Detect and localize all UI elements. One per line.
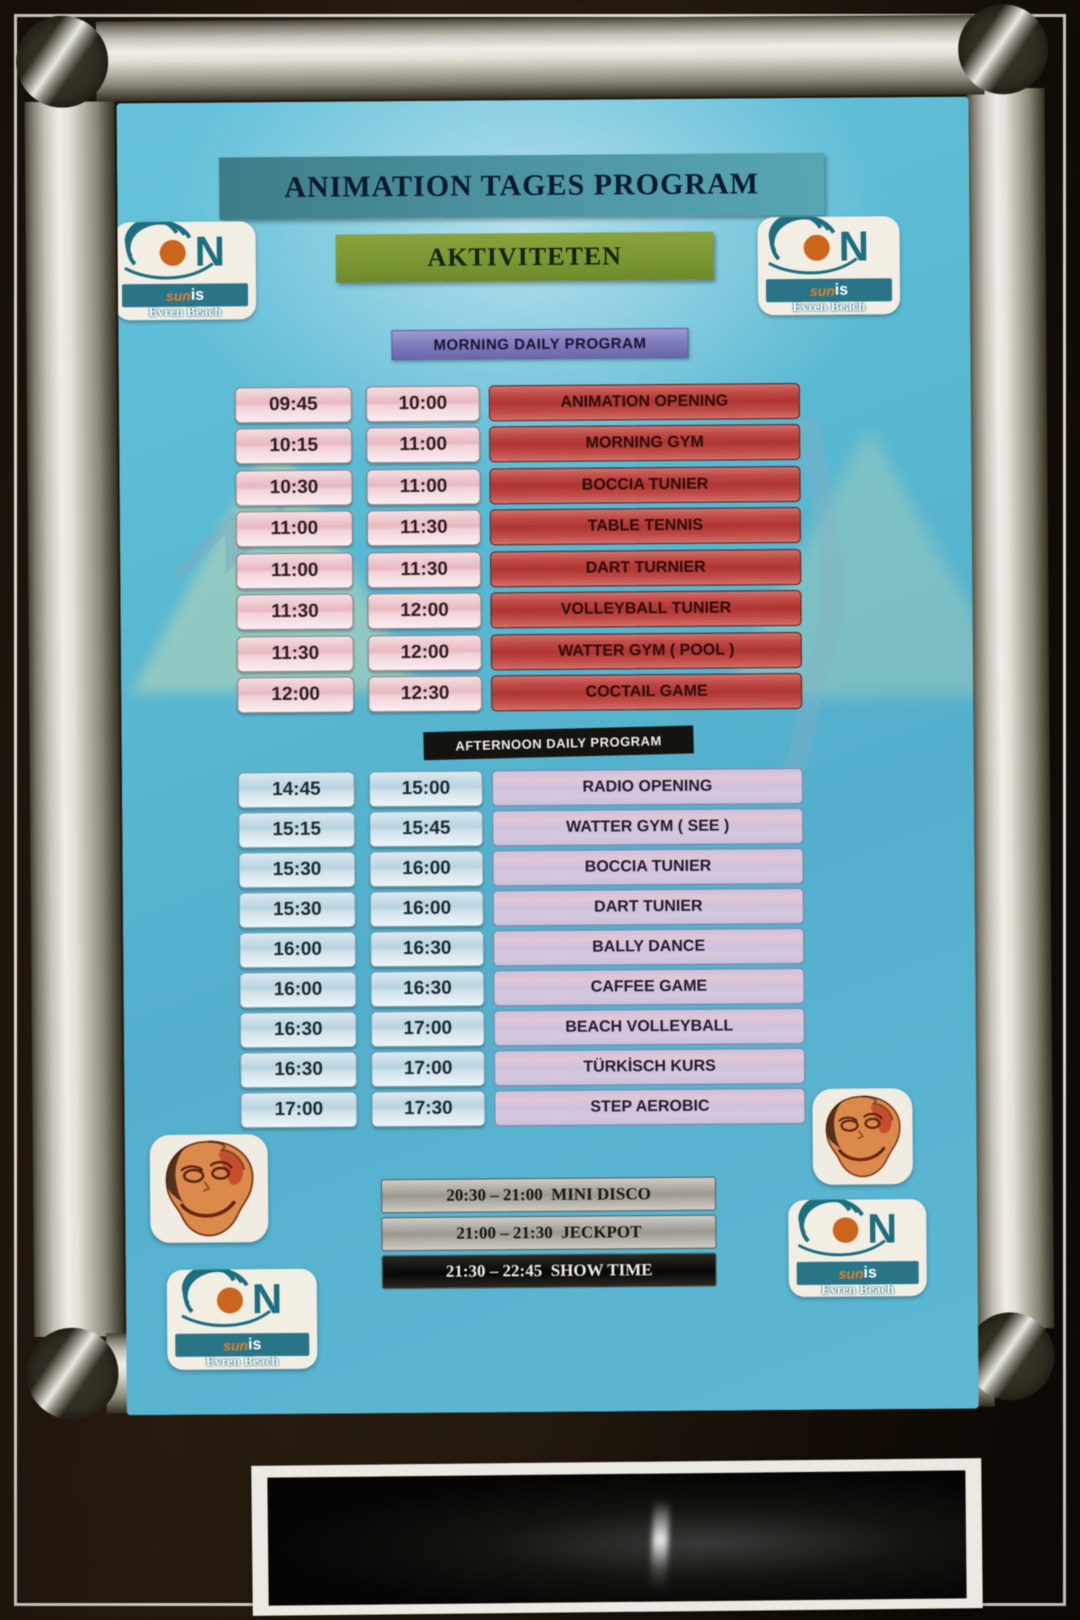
- svg-text:N: N: [252, 1275, 283, 1322]
- svg-text:N: N: [867, 1205, 897, 1251]
- svg-text:N: N: [194, 227, 225, 274]
- svg-text:N: N: [838, 222, 869, 269]
